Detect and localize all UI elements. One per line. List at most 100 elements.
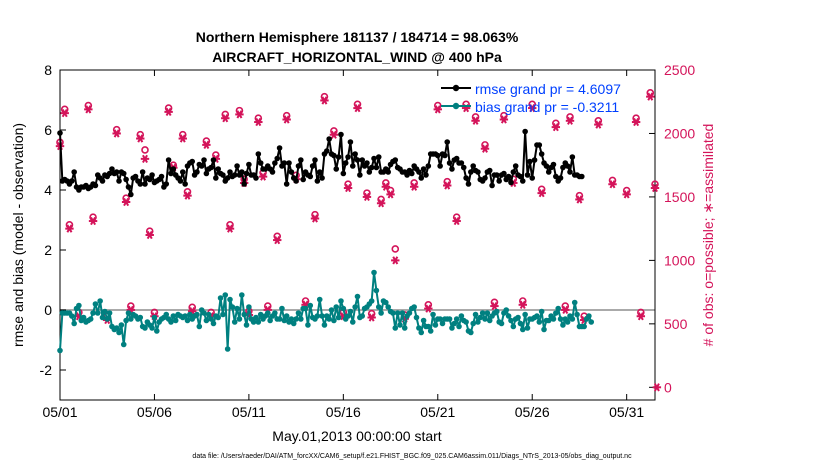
bias-point <box>97 298 103 304</box>
obs-star-core <box>67 226 72 231</box>
bias-point <box>76 302 82 309</box>
rmse-point <box>307 173 314 180</box>
obs-star-core <box>435 107 440 112</box>
rmse-point <box>146 176 153 183</box>
legend: rmse grand pr = 4.6097 bias grand pr = -0… <box>441 81 621 115</box>
obs-assimilated-point <box>164 107 173 117</box>
bias-point <box>149 325 155 331</box>
obs-star-core <box>473 118 478 123</box>
x-tick-label: 05/01 <box>42 404 77 420</box>
rmse-point <box>345 154 351 160</box>
bias-point <box>397 322 403 328</box>
bias-point <box>295 310 302 316</box>
rmse-point <box>444 139 451 145</box>
bias-point <box>420 317 427 324</box>
bias-point <box>220 311 226 318</box>
bias-point <box>281 317 288 324</box>
x-tick-label: 05/11 <box>232 404 266 420</box>
rmse-point <box>139 169 146 175</box>
bias-point <box>120 341 127 348</box>
obs-star-core <box>520 303 525 307</box>
bias-point <box>71 320 77 327</box>
bias-point <box>142 325 148 331</box>
chart-title-line2: AIRCRAFT_HORIZONTAL_WIND @ 400 hPa <box>212 49 502 65</box>
rmse-point <box>482 175 488 181</box>
obs-assimilated-point <box>178 134 187 143</box>
bias-point <box>331 317 337 324</box>
obs-assimilated-point <box>121 197 131 207</box>
bias-point <box>201 310 207 316</box>
bias-point <box>293 316 299 322</box>
obs-assimilated-point <box>343 183 353 193</box>
rmse-point <box>366 169 373 175</box>
y-tick-label-right: 1000 <box>664 252 695 268</box>
rmse-point <box>163 181 170 187</box>
bias-point <box>468 329 474 336</box>
obs-star-core <box>648 94 653 99</box>
bias-point <box>118 322 125 328</box>
rmse-point <box>142 181 148 187</box>
bias-point <box>236 316 243 322</box>
rmse-point <box>92 182 99 189</box>
bias-point <box>154 328 160 334</box>
bias-point <box>168 319 174 325</box>
rmse-point <box>177 178 184 184</box>
y-tick-label-right: 2500 <box>664 62 695 78</box>
obs-star-core <box>143 157 147 161</box>
rmse-point <box>213 175 219 181</box>
rmse-point <box>231 172 238 178</box>
rmse-point <box>227 169 233 175</box>
obs-star-core <box>384 184 388 189</box>
obs-assimilated-point <box>409 182 419 191</box>
rmse-point <box>501 170 507 177</box>
bias-point <box>586 313 592 319</box>
bias-point <box>69 313 75 319</box>
rmse-point <box>120 170 127 177</box>
rmse-point <box>564 163 571 169</box>
obs-assimilated-point <box>490 301 499 311</box>
bias-point <box>276 316 283 322</box>
rmse-point <box>453 155 460 162</box>
y-tick-label-left: 4 <box>44 182 52 198</box>
bias-point <box>196 323 203 330</box>
rmse-point <box>281 160 288 166</box>
rmse-point <box>508 179 514 186</box>
rmse-point <box>536 142 543 148</box>
bias-point <box>545 317 552 324</box>
bias-point <box>571 299 578 306</box>
rmse-point <box>524 172 531 178</box>
bias-point <box>340 305 347 312</box>
obs-star-core <box>284 117 289 122</box>
rmse-point <box>208 164 214 171</box>
obs-star-core <box>355 106 360 110</box>
rmse-point <box>437 163 443 169</box>
rmse-point <box>465 181 472 187</box>
rmse-point <box>579 173 585 180</box>
obs-star-core <box>228 226 232 231</box>
obs-assimilated-point <box>381 182 391 191</box>
bias-point <box>451 320 458 327</box>
obs-star-core <box>379 201 383 206</box>
obs-assimilated-point <box>471 116 480 125</box>
obs-star-core <box>369 315 374 320</box>
obs-assimilated-point <box>528 103 537 113</box>
bias-point <box>359 313 366 319</box>
bias-point <box>522 311 528 318</box>
bias-point <box>427 328 434 334</box>
rmse-point <box>496 178 502 184</box>
bias-point <box>505 313 512 319</box>
bias-point <box>257 311 264 318</box>
rmse-point <box>560 164 566 171</box>
obs-assimilated-point <box>376 199 386 208</box>
rmse-point <box>567 169 573 175</box>
obs-star-core <box>147 233 152 237</box>
bias-point <box>241 311 247 318</box>
obs-assimilated-point <box>499 115 509 124</box>
bias-point <box>90 310 96 316</box>
rmse-point <box>109 166 115 172</box>
rmse-point <box>194 169 200 175</box>
obs-star-core <box>180 136 185 141</box>
rmse-point <box>486 167 493 174</box>
rmse-point <box>446 160 453 166</box>
rmse-point <box>300 176 306 183</box>
